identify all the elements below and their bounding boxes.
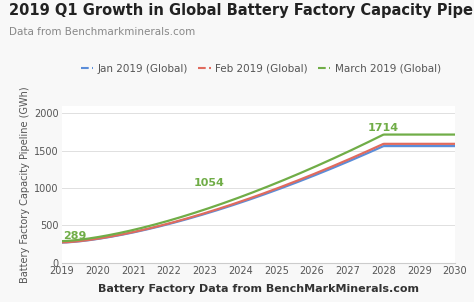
Text: 289: 289 [64, 231, 87, 241]
X-axis label: Battery Factory Data from BenchMarkMinerals.com: Battery Factory Data from BenchMarkMiner… [98, 284, 419, 294]
Text: 1054: 1054 [194, 178, 225, 188]
Text: Data from Benchmarkminerals.com: Data from Benchmarkminerals.com [9, 27, 196, 37]
Y-axis label: Battery Factory Capacity Pipeline (GWh): Battery Factory Capacity Pipeline (GWh) [20, 86, 30, 283]
Text: 2019 Q1 Growth in Global Battery Factory Capacity Pipeline (GWh): 2019 Q1 Growth in Global Battery Factory… [9, 3, 474, 18]
Text: 1714: 1714 [367, 124, 399, 133]
Legend: Jan 2019 (Global), Feb 2019 (Global), March 2019 (Global): Jan 2019 (Global), Feb 2019 (Global), Ma… [77, 59, 445, 78]
